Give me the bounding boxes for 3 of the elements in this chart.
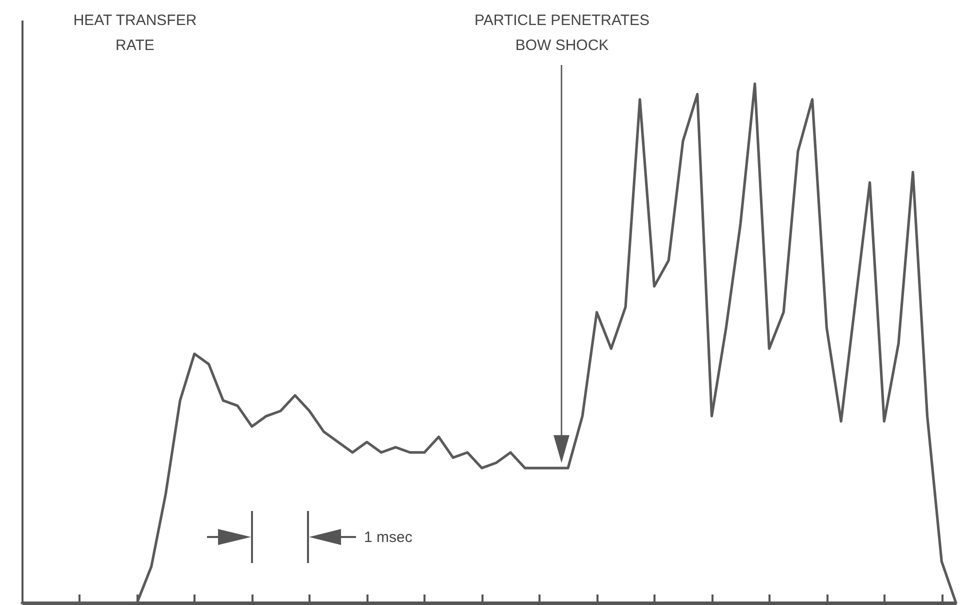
text: PARTICLE PENETRATES BOW SHOCK: [474, 12, 650, 54]
annotation: 1 msec: [364, 529, 413, 546]
y-axis-title: HEAT TRANSFER RATE: [73, 12, 197, 54]
